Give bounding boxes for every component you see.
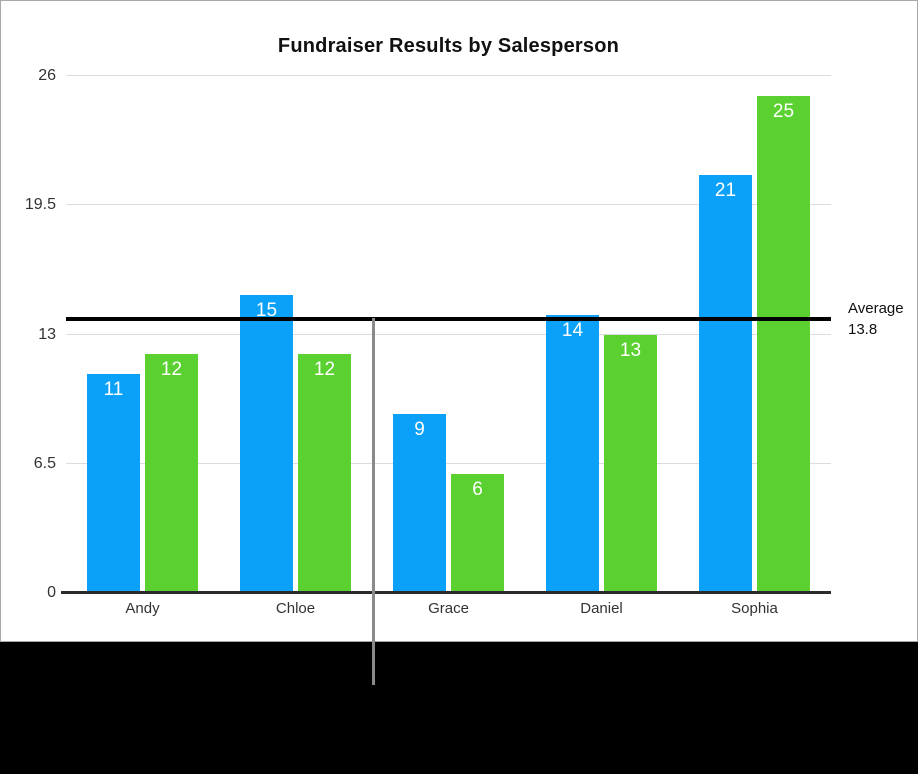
x-category-label: Sophia [731, 600, 778, 617]
bar-value-label: 6 [472, 478, 483, 500]
bar-value-label: 15 [255, 299, 278, 321]
bar-value-label: 11 [103, 379, 124, 401]
plot-area: 11 12 15 12 9 6 14 13 21 25 [61, 75, 831, 594]
average-line-label: Average 13.8 [848, 298, 904, 340]
y-tick-label: 0 [47, 584, 56, 601]
bar-blue-grace[interactable]: 9 [393, 414, 446, 593]
y-tick-label: 6.5 [33, 454, 56, 472]
y-tick-label: 26 [38, 67, 56, 84]
average-label-text: Average [848, 300, 904, 317]
bar-group: 14 13 [525, 76, 678, 593]
bar-green-andy[interactable]: 12 [145, 354, 198, 593]
bar-blue-andy[interactable]: 11 [87, 374, 140, 593]
x-category-label: Grace [428, 600, 469, 617]
bar-blue-chloe[interactable]: 15 [240, 294, 293, 593]
bar-value-label: 12 [160, 359, 183, 381]
grid-line [66, 333, 831, 335]
y-tick-label: 13 [38, 325, 56, 343]
x-category-label: Andy [125, 600, 160, 617]
average-line[interactable] [66, 316, 831, 321]
grid-line [66, 75, 831, 76]
bar-green-grace[interactable]: 6 [451, 473, 504, 593]
bar-group: 15 12 [219, 76, 372, 593]
bar-value-label: 14 [561, 319, 584, 341]
bar-value-label: 13 [619, 339, 642, 361]
y-tick-label: 19.5 [24, 196, 56, 214]
x-category-label: Daniel [580, 600, 623, 617]
bar-value-label: 21 [714, 180, 737, 202]
bar-value-label: 9 [414, 419, 425, 441]
bar-group: 11 12 [66, 76, 219, 593]
x-category-label: Chloe [275, 600, 316, 617]
average-value-text: 13.8 [848, 321, 878, 338]
bar-green-chloe[interactable]: 12 [298, 354, 351, 593]
bottom-black-bar [0, 642, 918, 774]
bar-blue-sophia[interactable]: 21 [699, 175, 752, 593]
bar-blue-daniel[interactable]: 14 [546, 314, 599, 593]
bar-green-daniel[interactable]: 13 [604, 334, 657, 593]
x-axis-line [61, 591, 831, 594]
bar-group: 21 25 [678, 76, 831, 593]
chart-title: Fundraiser Results by Salesperson [277, 35, 620, 57]
bar-green-sophia[interactable]: 25 [757, 95, 810, 593]
chart-canvas: Fundraiser Results by Salesperson 0 6.5 13… [0, 0, 918, 642]
vertical-guide-line [372, 318, 375, 685]
grid-line [66, 204, 831, 206]
bar-value-label: 25 [772, 100, 795, 122]
y-axis-labels: 0 6.5 13 19.5 26 [1, 67, 56, 601]
grid-line [66, 462, 831, 464]
x-axis-labels: Andy Chloe Grace Daniel Sophia [66, 600, 831, 617]
bar-value-label: 12 [313, 359, 336, 381]
bar-groups: 11 12 15 12 9 6 14 13 21 25 [66, 76, 831, 593]
